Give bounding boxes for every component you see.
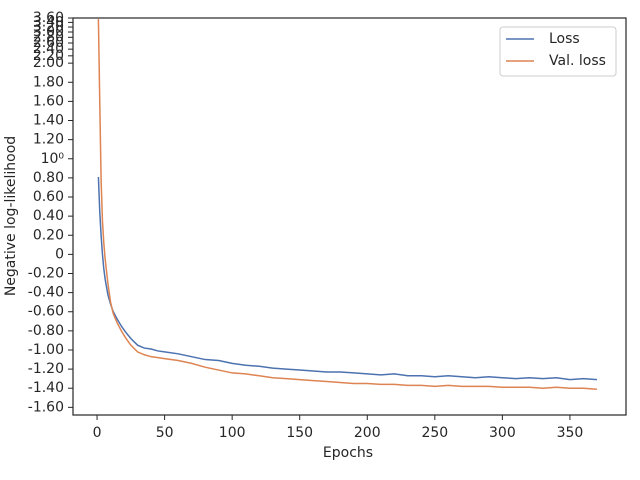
y-tick-label: 1.80 [33,74,64,90]
y-tick-label: 2.00 [33,55,64,71]
y-tick-label: 2.80 [33,29,64,45]
y-tick-label: 1.20 [33,132,64,148]
y-tick-label: -1.40 [28,380,64,396]
y-tick-label: 10⁰ [41,151,65,167]
y-tick-label: 3.20 [33,19,64,35]
y-tick-label: 0.80 [33,170,64,186]
line-series [97,19,598,390]
y-tick-label: -1.00 [28,342,64,358]
y-tick-label: 3.00 [33,24,64,40]
x-tick-label: 200 [354,425,381,441]
y-tick-label: 0.20 [33,227,64,243]
y-tick-label: 2.60 [33,35,64,51]
y-tick-label: 0.40 [33,208,64,224]
x-tick-label: 350 [557,425,584,441]
y-tick-label: -0.40 [28,285,64,301]
x-tick-label: 250 [421,425,448,441]
y-tick-label: -0.80 [28,323,64,339]
y-tick-label: 2.20 [33,48,64,64]
y-tick-label: 0.60 [33,189,64,205]
x-tick-label: 300 [489,425,516,441]
y-tick-label: -0.60 [28,304,64,320]
x-tick-label: 0 [93,425,102,441]
y-tick-label: -1.60 [28,399,64,415]
y-tick-label: 1.40 [33,113,64,129]
y-tick-label: 1.60 [33,93,64,109]
x-tick-label: 150 [286,425,313,441]
y-tick-label: 2.40 [33,41,64,57]
legend-label: Loss [549,31,580,47]
line-series [97,176,598,381]
x-axis-label: Epochs [323,445,373,461]
x-tick-label: 100 [219,425,246,441]
legend-label: Val. loss [549,53,606,69]
y-tick-label: 3.60 [33,10,64,26]
y-tick-label: -0.20 [28,265,64,281]
y-axis-label: Negative log-likelihood [3,136,19,296]
y-tick-label: 0 [55,246,64,262]
y-tick-label: 3.40 [33,14,64,30]
plot-frame [72,17,627,416]
y-tick-label: -1.20 [28,361,64,377]
x-tick-label: 50 [156,425,174,441]
